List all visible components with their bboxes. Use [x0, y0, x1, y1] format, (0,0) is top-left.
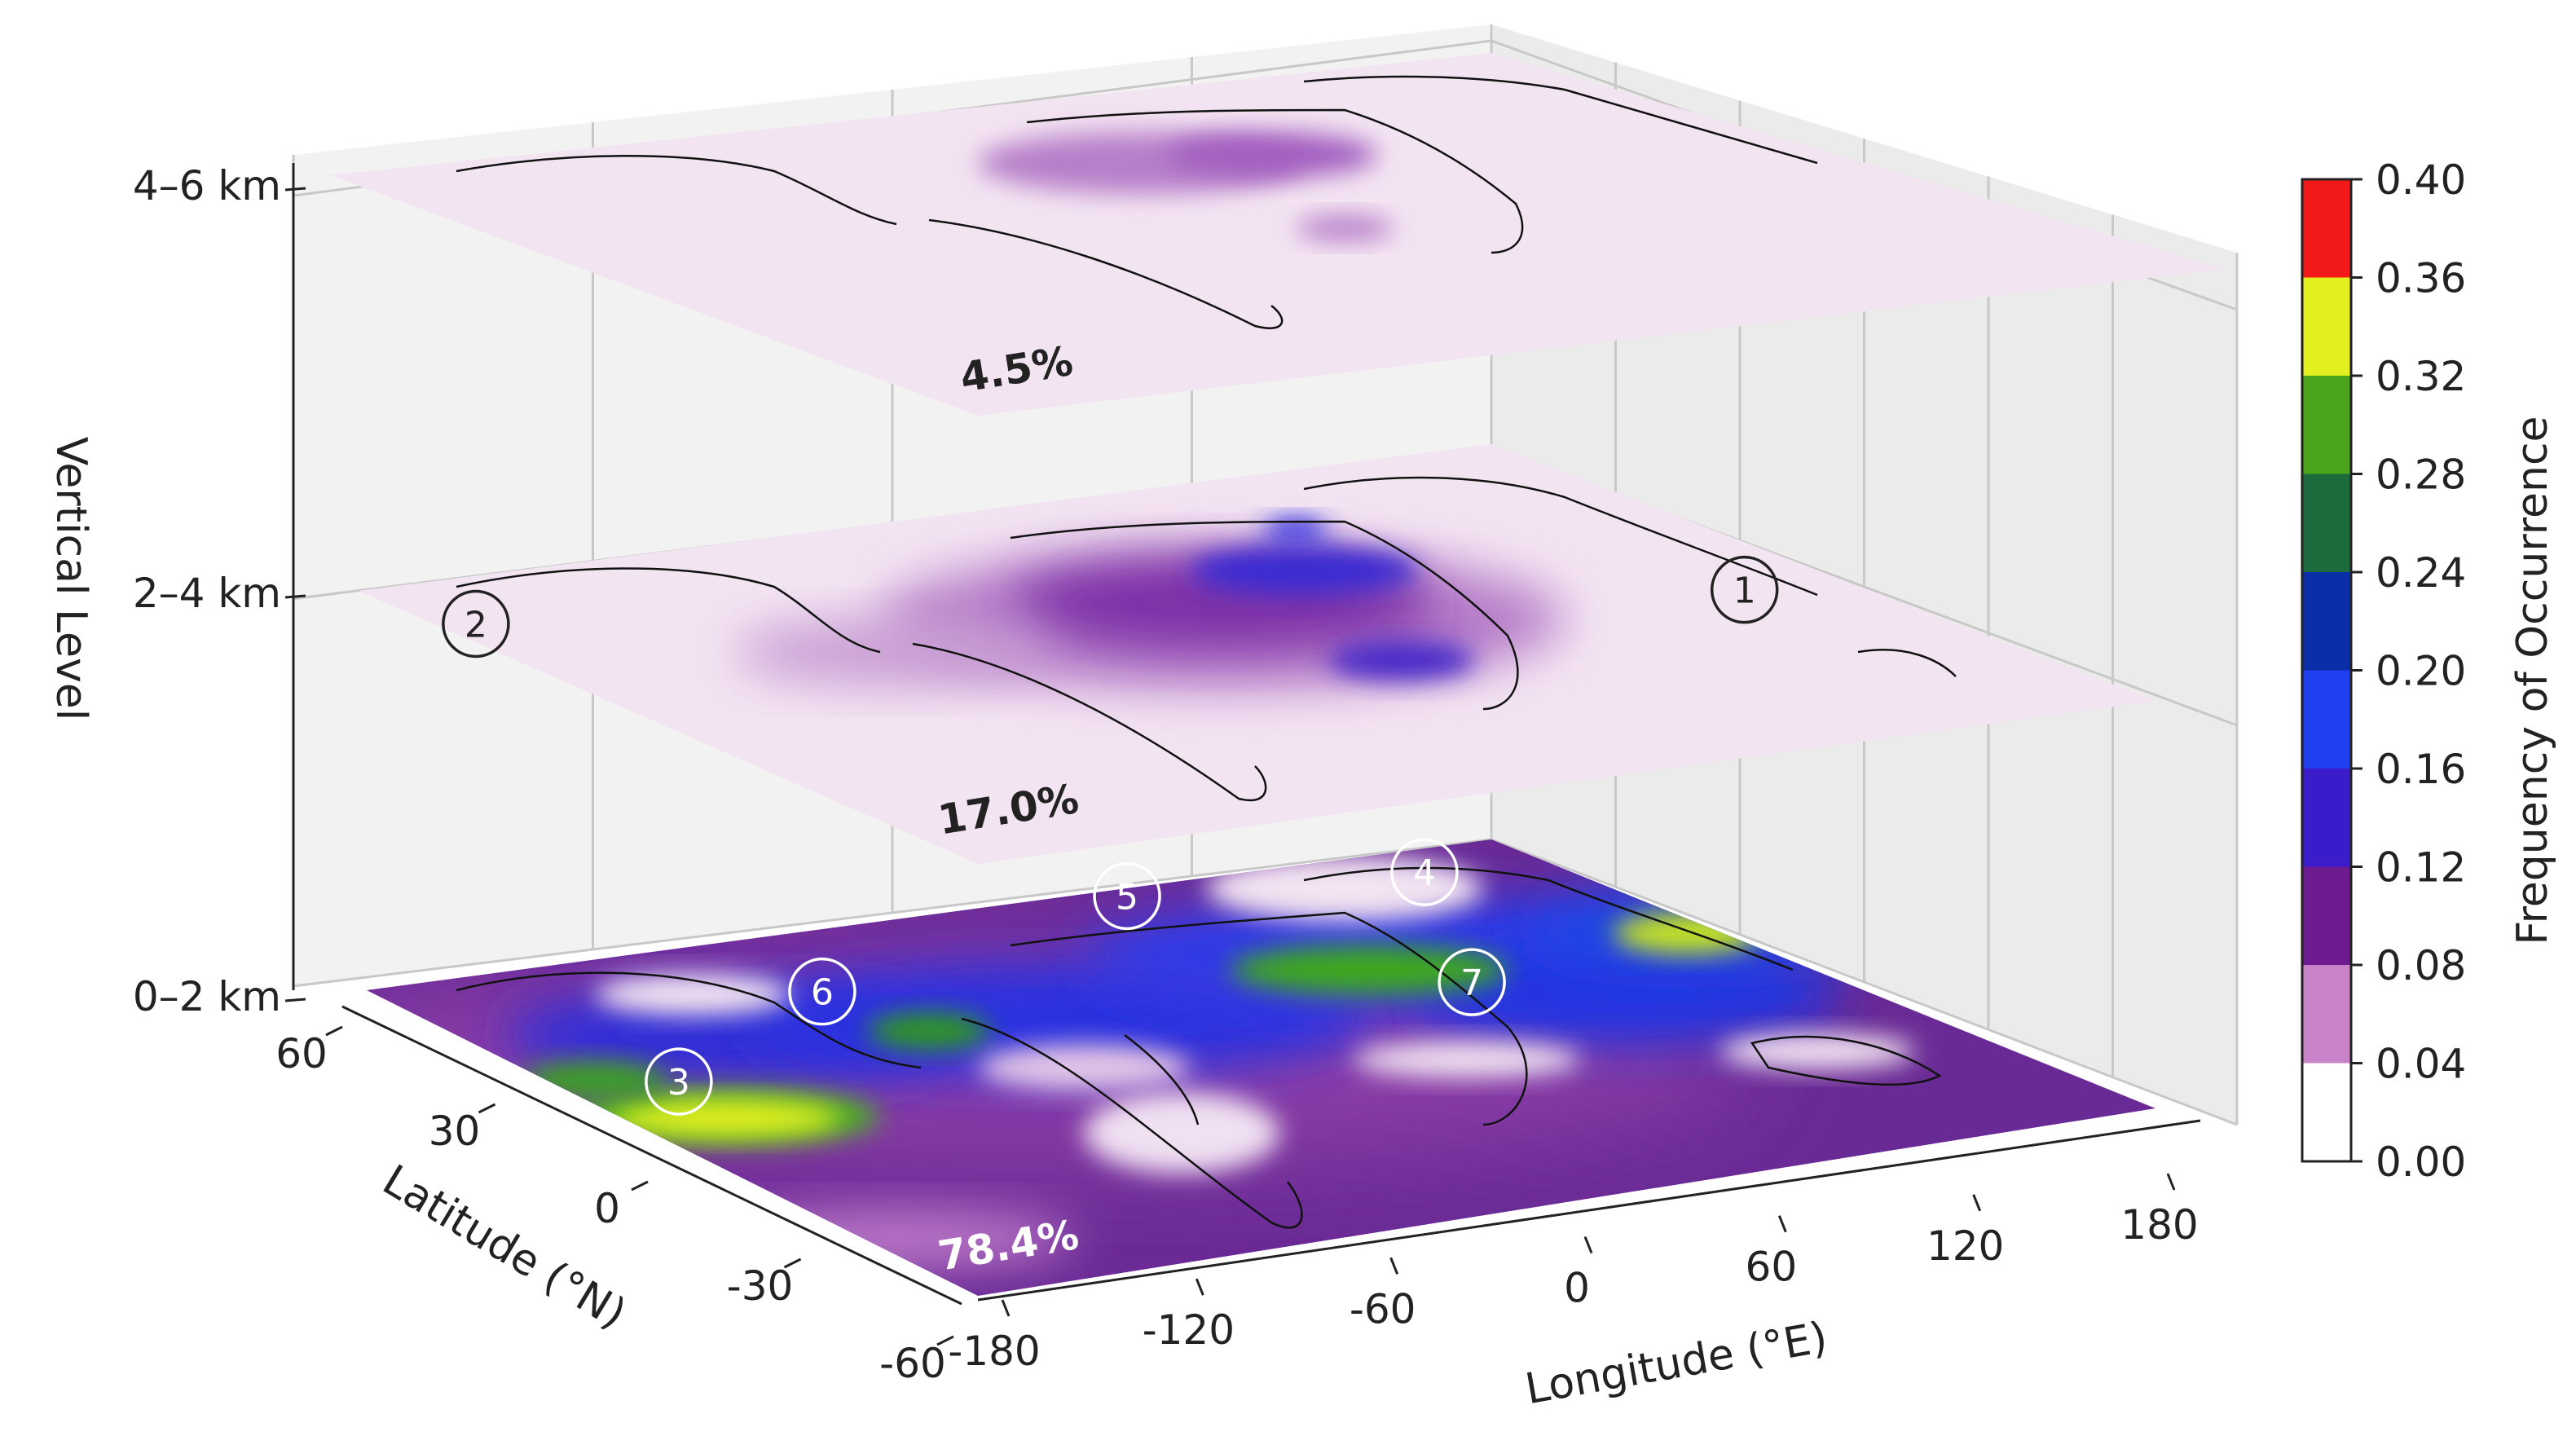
- colorbar-bin: [2302, 769, 2351, 867]
- z-tick-label: 4–6 km: [133, 162, 281, 209]
- svg-text:4: 4: [1413, 852, 1436, 894]
- colorbar-tick-label: 0.32: [2376, 353, 2466, 400]
- layer-2-4km-coastlines: [456, 476, 1957, 802]
- x-tick-label: -120: [1143, 1306, 1235, 1354]
- colorbar-bin: [2302, 376, 2351, 474]
- layer-4-6km: [330, 53, 2225, 416]
- marker-2: 2: [442, 589, 510, 659]
- y-tick-label: -30: [727, 1262, 794, 1310]
- layer-4-6km-field: [978, 132, 1394, 241]
- colorbar-bin: [2302, 277, 2351, 376]
- z-axis-label: Vertical Level: [46, 437, 95, 720]
- y-tick-label: 0: [594, 1185, 620, 1232]
- layer-0-2km-coastlines: [456, 866, 1942, 1229]
- colorbar-bin: [2302, 965, 2351, 1064]
- colorbar-tick-label: 0.36: [2376, 255, 2466, 302]
- layer-0-2km: [367, 839, 2155, 1296]
- marker-4: 4: [1390, 838, 1459, 906]
- colorbar-bin: [2302, 866, 2351, 965]
- y-tick-labels: 60 30 0 -30 -60: [275, 1025, 954, 1387]
- svg-text:5: 5: [1116, 876, 1138, 918]
- colorbar-tick-label: 0.28: [2376, 452, 2466, 499]
- svg-text:7: 7: [1460, 962, 1483, 1004]
- x-tick-label: -180: [948, 1328, 1040, 1375]
- colorbar-bin: [2302, 474, 2351, 572]
- marker-5: 5: [1093, 861, 1161, 931]
- layer-2-4km-field: [733, 518, 1565, 689]
- x-tick-labels: -180 -120 -60 0 60 120 180: [948, 1173, 2199, 1375]
- y-tick-label: 60: [275, 1030, 328, 1077]
- y-tick-label: 30: [429, 1108, 481, 1155]
- colorbar-tick-label: 0.00: [2376, 1139, 2466, 1186]
- svg-text:1: 1: [1733, 570, 1756, 612]
- colorbar-tick-label: 0.40: [2376, 156, 2466, 204]
- svg-text:6: 6: [811, 972, 834, 1014]
- marker-3: 3: [645, 1047, 713, 1116]
- colorbar-tick-label: 0.12: [2376, 844, 2466, 892]
- z-tick-labels: 0–2 km 2–4 km 4–6 km: [133, 162, 306, 1020]
- x-tick-label: 180: [2120, 1201, 2198, 1249]
- colorbar: 0.00 0.04 0.08 0.12 0.16 0.20 0.24 0.28 0.32 0.36…: [2301, 156, 2466, 1186]
- svg-text:2: 2: [465, 604, 487, 645]
- x-tick-label: 60: [1746, 1244, 1798, 1291]
- svg-text:3: 3: [667, 1062, 690, 1103]
- colorbar-bin: [2302, 572, 2351, 671]
- layer-2-4km: [359, 444, 2155, 864]
- colorbar-tick-label: 0.08: [2376, 942, 2466, 989]
- y-tick-label: -60: [879, 1340, 946, 1387]
- markers: 3 4 5 6 7 1 2: [442, 555, 1779, 1116]
- colorbar-tick-label: 0.24: [2376, 549, 2466, 597]
- axes-lines: [292, 163, 2201, 1306]
- x-axis-label: Longitude (°E): [1521, 1313, 1830, 1414]
- marker-1: 1: [1710, 555, 1779, 624]
- colorbar-tick-label: 0.16: [2376, 746, 2466, 793]
- colorbar-label: Frequency of Occurrence: [2508, 416, 2557, 945]
- z-tick-label: 0–2 km: [133, 973, 281, 1020]
- colorbar-tick-label: 0.04: [2376, 1041, 2466, 1088]
- x-tick-label: 120: [1926, 1222, 2004, 1270]
- y-axis-label: Latitude (°N): [374, 1156, 634, 1338]
- x-tick-label: 0: [1564, 1265, 1590, 1312]
- colorbar-tick-label: 0.20: [2376, 648, 2466, 695]
- marker-6: 6: [788, 957, 856, 1026]
- z-tick-label: 2–4 km: [133, 570, 281, 617]
- marker-7: 7: [1438, 948, 1506, 1016]
- colorbar-bin: [2302, 670, 2351, 769]
- x-tick-label: -60: [1350, 1285, 1416, 1332]
- colorbar-bin: [2302, 1063, 2351, 1161]
- layer-4-6km-coastlines: [456, 75, 1818, 329]
